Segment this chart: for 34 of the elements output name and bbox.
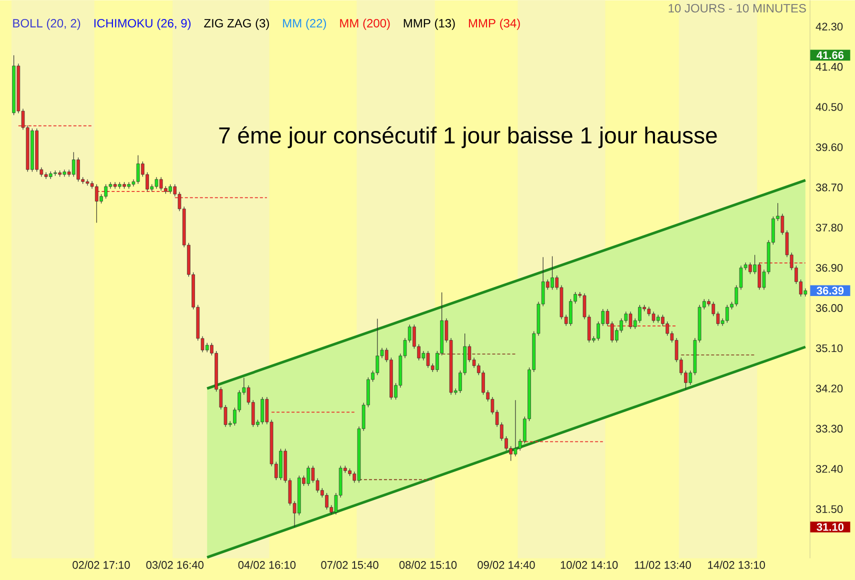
x-tick-label: 02/02 17:10 [72, 560, 130, 569]
y-tick-label: 41.40 [816, 62, 843, 71]
annotation: MMP (13) [404, 18, 455, 30]
x-tick-label: 09/02 14:40 [478, 560, 535, 569]
annotation: MM (200) [340, 18, 390, 30]
y-tick-label: 31.50 [816, 505, 843, 513]
x-tick-label: 14/02 13:10 [708, 560, 765, 569]
x-tick-label: 04/02 16:10 [238, 560, 296, 569]
x-tick-label: 03/02 16:40 [146, 560, 204, 569]
x-tick-label: 08/02 15:10 [399, 560, 457, 569]
x-tick-label: 10/02 14:10 [560, 560, 618, 569]
y-tick-label: 36.00 [816, 304, 843, 312]
y-tick-label: 40.50 [816, 102, 843, 111]
annotation: ICHIMOKU (26, 9) [94, 18, 191, 30]
y-tick-label: 38.70 [816, 183, 843, 192]
text: 36.39 [816, 286, 844, 294]
y-tick-label: 37.80 [816, 224, 843, 232]
text: 31.10 [816, 522, 844, 531]
y-tick-label: 42.30 [816, 22, 843, 30]
annotation: ZIG ZAG (3) [204, 18, 269, 30]
y-tick-label: 34.20 [816, 384, 843, 392]
x-tick-label: 07/02 15:40 [321, 560, 378, 569]
y-tick-label: 35.10 [816, 344, 843, 352]
y-tick-label: 33.30 [816, 424, 843, 432]
y-tick-label: 36.90 [816, 264, 843, 272]
chart-subtitle: 10 JOURS - 10 MINUTES [668, 4, 806, 12]
y-tick-label: 32.40 [816, 464, 843, 473]
y-tick-label: 39.60 [816, 143, 843, 151]
text: 41.66 [816, 51, 844, 59]
annotation: BOLL (20, 2) [13, 18, 80, 30]
x-tick-label: 11/02 13:40 [634, 560, 691, 569]
annotation: MMP (34) [468, 18, 520, 30]
annotation: MM (22) [283, 18, 326, 30]
text: 7 éme jour consécutif 1 jour baisse 1 jour hausse [219, 126, 717, 148]
